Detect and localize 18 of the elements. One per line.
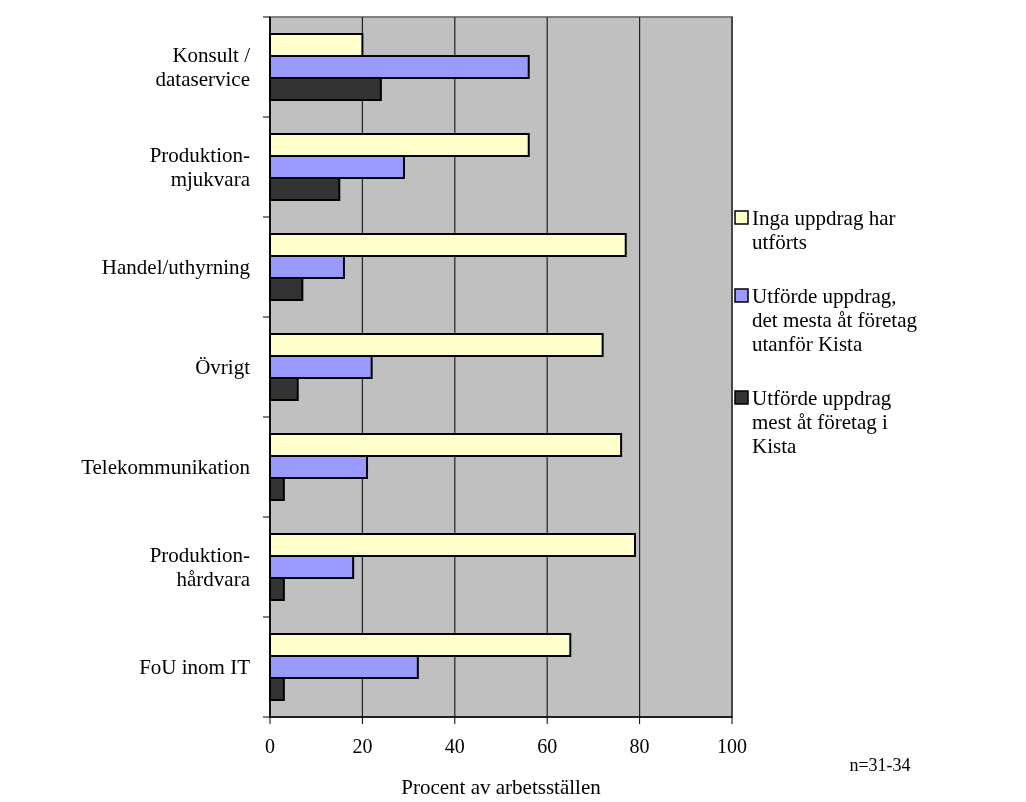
x-tick-label: 100: [717, 735, 747, 757]
y-tick-label: Telekommunikation: [81, 455, 251, 479]
legend-label: Utförde uppdrag, det mesta åt företag utanför Kista: [752, 284, 918, 356]
y-tick-label: Handel/uthyrning: [101, 255, 251, 279]
legend-label: Utförde uppdrag mest åt företag i Kista: [752, 386, 892, 458]
x-tick-label: 20: [352, 735, 373, 757]
x-tick-label: 60: [537, 735, 558, 757]
y-tick-label: Produktion- mjukvara: [149, 143, 251, 191]
x-axis-title: Procent av arbetsställen: [401, 775, 602, 799]
x-tick-label: 40: [444, 735, 465, 757]
x-tick-label: 0: [265, 735, 275, 757]
legend-label: Inga uppdrag har utförts: [752, 206, 896, 254]
x-tick-label: 80: [629, 735, 650, 757]
y-tick-label: FoU inom IT: [139, 655, 251, 679]
y-tick-label: Konsult / dataservice: [155, 43, 251, 91]
y-tick-label: Övrigt: [195, 355, 251, 379]
y-tick-label: Produktion- hårdvara: [149, 543, 251, 591]
text: n=31-34: [849, 755, 911, 775]
